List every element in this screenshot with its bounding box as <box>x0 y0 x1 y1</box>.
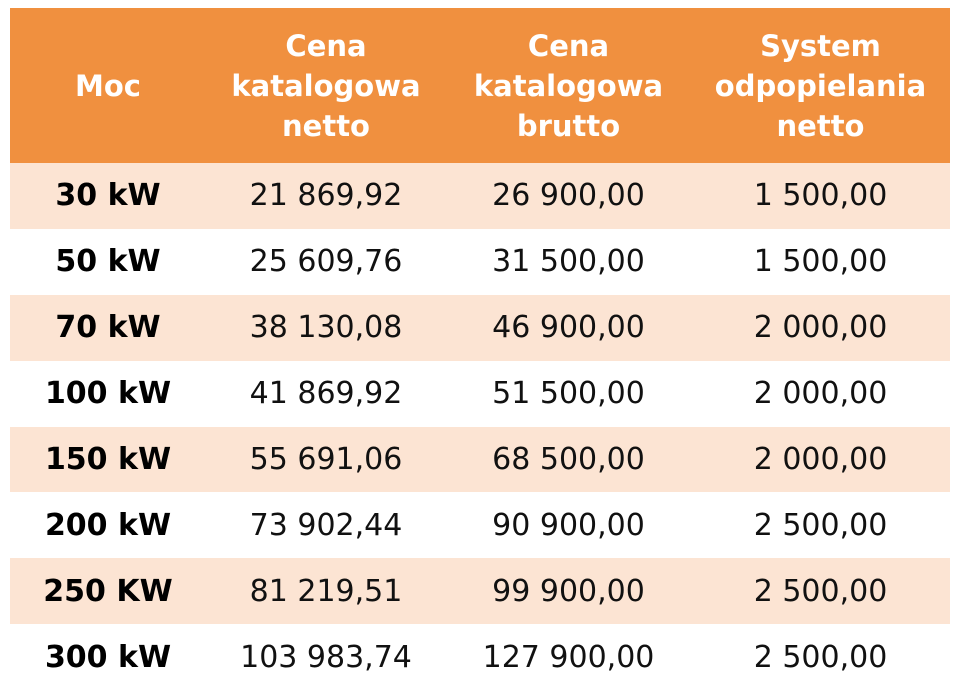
header-ash-line: System <box>760 28 881 63</box>
cell-net-price: 81 219,51 <box>249 573 403 609</box>
header-row: Moc Cena katalogowa netto Cena katalogow… <box>10 8 950 163</box>
cell-ash-system: 2 000,00 <box>753 376 888 412</box>
header-gross-line: brutto <box>516 108 621 143</box>
cell-ash-system: 2 500,00 <box>753 639 888 675</box>
cell-ash-system: 2 000,00 <box>753 442 888 477</box>
cell-power: 150 kW <box>44 442 172 477</box>
cell-net-price: 38 130,08 <box>249 310 403 346</box>
cell-gross-price: 99 900,00 <box>492 573 645 609</box>
header-gross-price: Cena katalogowa brutto <box>446 8 691 163</box>
cell-ash-system: 1 500,00 <box>753 178 888 214</box>
cell-gross-price: 127 900,00 <box>482 639 655 675</box>
cell-net-price: 55 691,06 <box>249 442 403 477</box>
cell-power: 30 kW <box>55 178 161 214</box>
cell-gross-price: 46 900,00 <box>492 310 645 346</box>
header-gross-line: Cena <box>527 28 610 63</box>
cell-power: 100 kW <box>44 376 172 412</box>
table-row: 50 kW 25 609,76 31 500,00 1 500,00 <box>10 228 950 295</box>
table-row: 30 kW 21 869,92 26 900,00 1 500,00 <box>10 163 950 229</box>
table-header: Moc Cena katalogowa netto Cena katalogow… <box>10 8 950 163</box>
header-ash-line: netto <box>776 108 865 143</box>
price-table-container: Moc Cena katalogowa netto Cena katalogow… <box>10 8 950 691</box>
header-ash-system: System odpopielania netto <box>691 8 950 163</box>
cell-gross-price: 51 500,00 <box>492 376 645 412</box>
header-net-line: Cena <box>285 28 367 63</box>
cell-net-price: 25 609,76 <box>249 244 403 280</box>
table-row: 300 kW 103 983,74 127 900,00 2 500,00 <box>10 624 950 691</box>
table-row: 250 KW 81 219,51 99 900,00 2 500,00 <box>10 558 950 625</box>
cell-ash-system: 2 500,00 <box>753 573 888 609</box>
header-gross-line: katalogowa <box>473 68 664 103</box>
cell-power: 70 kW <box>55 310 161 346</box>
cell-ash-system: 1 500,00 <box>753 244 888 280</box>
cell-net-price: 73 902,44 <box>249 507 403 543</box>
cell-power: 50 kW <box>55 244 161 280</box>
cell-net-price: 41 869,92 <box>249 376 403 412</box>
header-power-line: Moc <box>75 68 141 103</box>
cell-gross-price: 31 500,00 <box>492 244 645 280</box>
table-body: 30 kW 21 869,92 26 900,00 1 500,00 50 kW… <box>10 163 950 691</box>
price-table: Moc Cena katalogowa netto Cena katalogow… <box>10 8 950 691</box>
cell-gross-price: 90 900,00 <box>492 507 645 543</box>
cell-ash-system: 2 000,00 <box>753 310 888 346</box>
header-net-line: netto <box>282 108 370 143</box>
table-row: 200 kW 73 902,44 90 900,00 2 500,00 <box>10 492 950 559</box>
cell-ash-system: 2 500,00 <box>753 507 888 543</box>
header-ash-line: odpopielania <box>714 68 927 103</box>
header-net-line: katalogowa <box>231 68 421 103</box>
cell-net-price: 103 983,74 <box>240 639 412 675</box>
table-row: 150 kW 55 691,06 68 500,00 2 000,00 <box>10 426 950 493</box>
table-row: 70 kW 38 130,08 46 900,00 2 000,00 <box>10 294 950 361</box>
cell-gross-price: 68 500,00 <box>492 442 645 477</box>
cell-power: 300 kW <box>44 639 172 675</box>
cell-power: 250 KW <box>43 573 173 609</box>
header-power: Moc <box>10 8 206 163</box>
header-net-price: Cena katalogowa netto <box>206 8 446 163</box>
cell-gross-price: 26 900,00 <box>492 178 645 214</box>
cell-net-price: 21 869,92 <box>249 178 403 214</box>
cell-power: 200 kW <box>44 507 172 543</box>
table-row: 100 kW 41 869,92 51 500,00 2 000,00 <box>10 360 950 427</box>
